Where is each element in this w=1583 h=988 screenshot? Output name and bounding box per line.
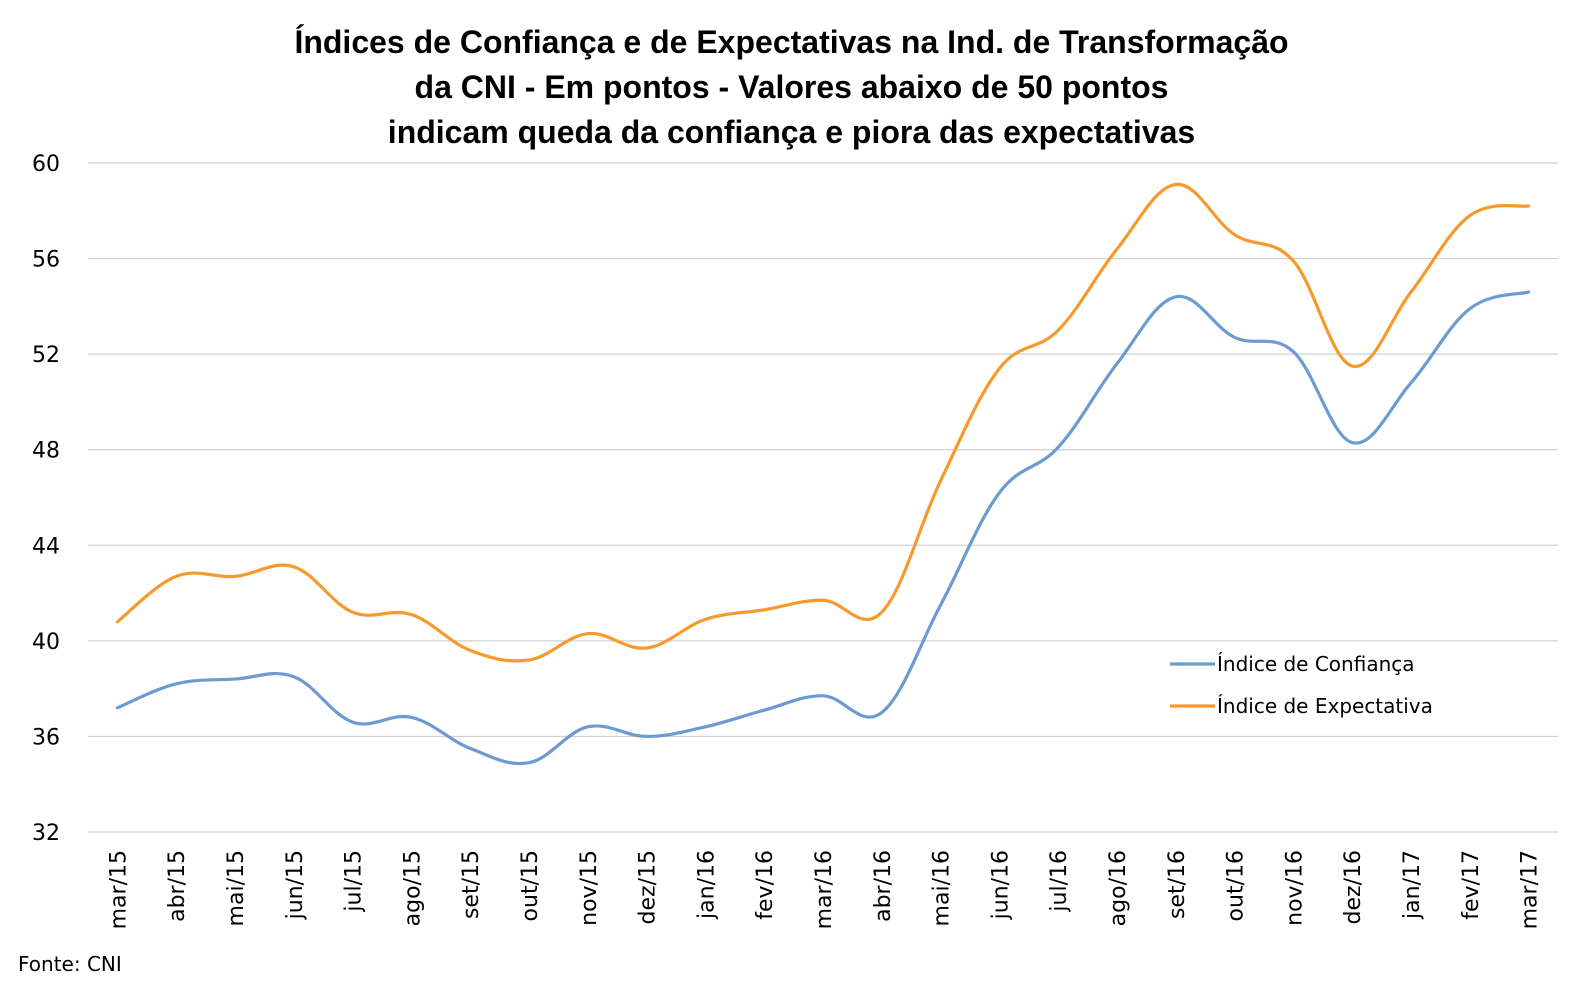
series-line-confianca bbox=[115, 290, 1531, 766]
x-tick-label: abr/16 bbox=[871, 850, 896, 922]
x-axis-tick-labels: mar/15 abr/15 mai/15 jun/15 jul/15 ago/15 set/… bbox=[106, 850, 1542, 929]
x-tick-label: fev/17 bbox=[1459, 850, 1484, 920]
x-tick-label: set/15 bbox=[459, 850, 484, 919]
y-tick-label: 44 bbox=[32, 534, 60, 559]
legend-label: Índice de Confiança bbox=[1217, 652, 1415, 676]
x-tick-label: dez/16 bbox=[1341, 850, 1366, 924]
y-tick-label: 36 bbox=[32, 725, 60, 750]
x-tick-label: mar/17 bbox=[1518, 850, 1543, 929]
x-tick-label: jan/16 bbox=[694, 850, 719, 920]
x-tick-label: mar/15 bbox=[106, 850, 131, 929]
y-tick-label: 56 bbox=[32, 248, 60, 273]
chart-title-line-2: da CNI - Em pontos - Valores abaixo de 5… bbox=[414, 69, 1169, 105]
x-tick-label: dez/15 bbox=[636, 850, 661, 924]
x-tick-label: ago/15 bbox=[400, 850, 425, 926]
x-tick-label: out/16 bbox=[1224, 850, 1249, 921]
source-note: Fonte: CNI bbox=[18, 952, 122, 976]
x-tick-label: jul/15 bbox=[342, 850, 367, 913]
x-tick-label: fev/16 bbox=[753, 850, 778, 920]
y-tick-label: 48 bbox=[32, 439, 60, 464]
x-tick-label: out/15 bbox=[518, 850, 543, 921]
x-tick-label: jun/16 bbox=[988, 850, 1013, 920]
chart-title-line-1: Índices de Confiança e de Expectativas n… bbox=[294, 24, 1289, 60]
y-tick-label: 52 bbox=[32, 343, 60, 368]
chart-title-line-3: indicam queda da confiança e piora das e… bbox=[387, 114, 1196, 150]
x-tick-label: jan/17 bbox=[1400, 850, 1425, 920]
x-tick-label: mai/15 bbox=[224, 850, 249, 926]
series-line-expectativa bbox=[115, 182, 1531, 663]
legend-label: Índice de Expectativa bbox=[1217, 694, 1433, 718]
x-tick-label: ago/16 bbox=[1106, 850, 1131, 926]
y-tick-label: 40 bbox=[32, 630, 60, 655]
chart-title: Índices de Confiança e de Expectativas n… bbox=[0, 20, 1583, 155]
y-axis-tick-labels: 32 36 40 44 48 52 56 60 bbox=[32, 152, 60, 846]
x-tick-label: set/16 bbox=[1165, 850, 1190, 919]
x-tick-label: nov/15 bbox=[577, 850, 602, 926]
x-tick-label: abr/15 bbox=[165, 850, 190, 922]
y-tick-label: 60 bbox=[32, 152, 60, 177]
x-tick-label: jul/16 bbox=[1047, 850, 1072, 913]
legend: Índice de Confiança Índice de Expectativa bbox=[1170, 652, 1433, 718]
y-tick-label: 32 bbox=[32, 821, 60, 846]
x-tick-label: nov/16 bbox=[1282, 850, 1307, 926]
series-lines bbox=[115, 182, 1531, 766]
x-tick-label: mai/16 bbox=[930, 850, 955, 926]
gridlines bbox=[88, 162, 1558, 833]
x-tick-label: mar/16 bbox=[812, 850, 837, 929]
x-tick-label: jun/15 bbox=[283, 850, 308, 920]
